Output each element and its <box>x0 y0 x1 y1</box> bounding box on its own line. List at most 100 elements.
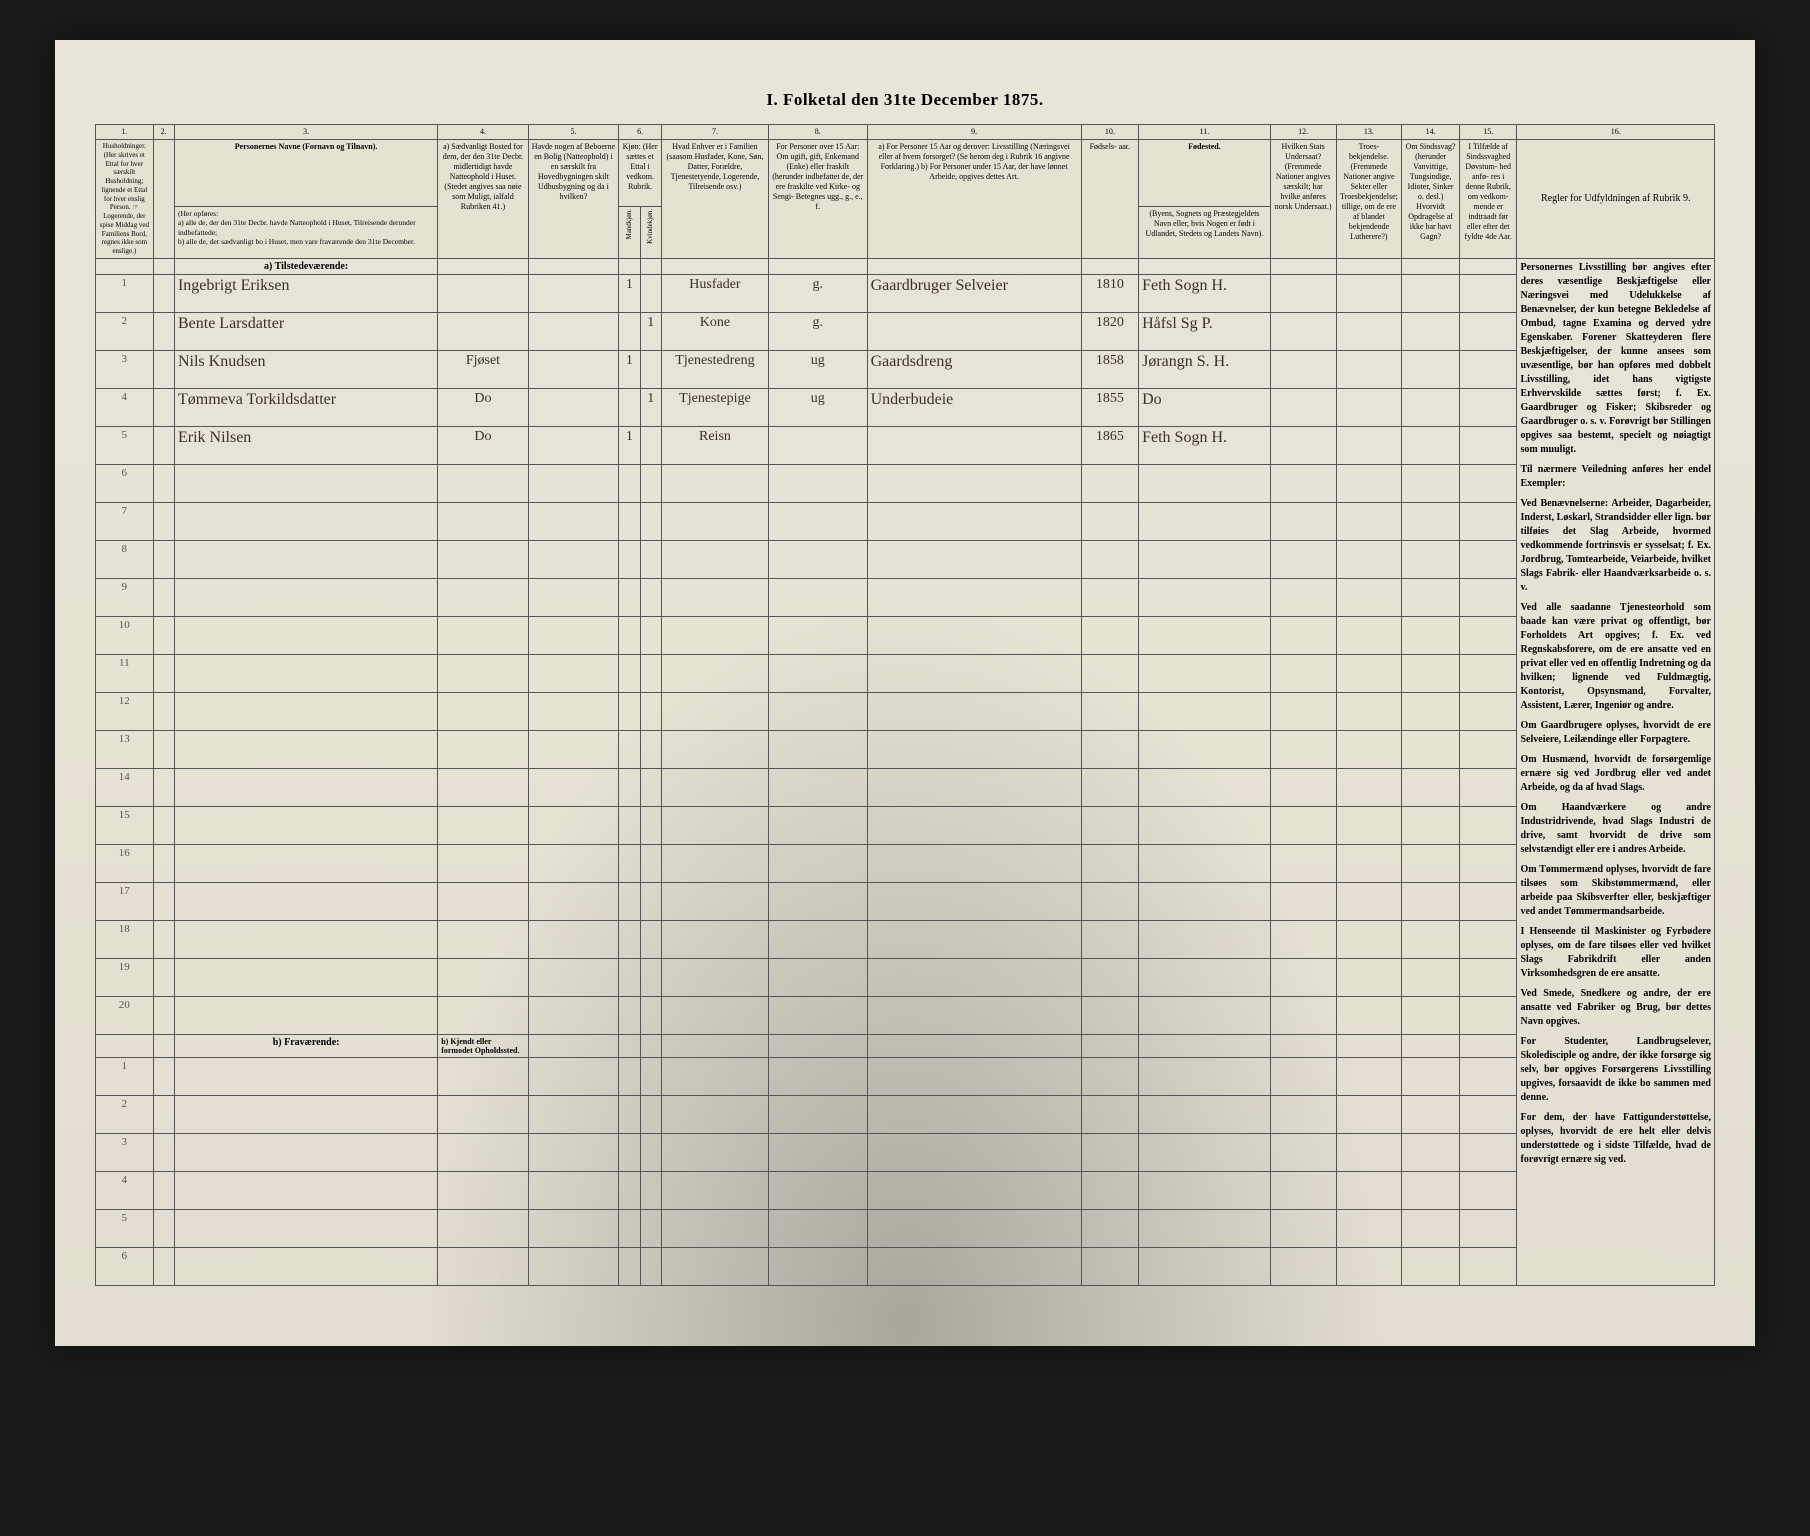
cell-empty <box>1081 654 1139 692</box>
cell-empty <box>640 844 661 882</box>
cell-empty <box>1139 1247 1271 1285</box>
cell-empty <box>640 768 661 806</box>
cell-empty <box>174 692 437 730</box>
table-row-empty: 14 <box>96 768 1715 806</box>
cell-empty <box>661 882 768 920</box>
table-row-empty: 10 <box>96 616 1715 654</box>
table-row-empty: 16 <box>96 844 1715 882</box>
cell-empty <box>661 996 768 1034</box>
cell-empty <box>867 578 1081 616</box>
cell-empty <box>1270 1247 1336 1285</box>
cell-empty <box>528 996 618 1034</box>
cell-empty <box>1139 1171 1271 1209</box>
cell-col2 <box>153 312 174 350</box>
cell-empty <box>1139 1057 1271 1095</box>
cell-empty <box>1270 730 1336 768</box>
cell-empty <box>1459 996 1517 1034</box>
row-number: 4 <box>96 388 154 426</box>
cell-empty <box>640 1095 661 1133</box>
cell-empty <box>619 1171 640 1209</box>
cell-empty <box>1459 1095 1517 1133</box>
table-row-empty: 20 <box>96 996 1715 1034</box>
cell-empty <box>619 768 640 806</box>
row-number: 2 <box>96 312 154 350</box>
row-number: 15 <box>96 806 154 844</box>
cell-empty <box>661 464 768 502</box>
instruction-paragraph: Om Husmænd, hvorvidt de forsørgemlige er… <box>1520 753 1711 795</box>
cell-empty <box>867 844 1081 882</box>
cell-empty <box>640 1171 661 1209</box>
cell-empty <box>1336 882 1402 920</box>
cell-col13 <box>1336 426 1402 464</box>
cell-empty <box>1336 844 1402 882</box>
cell-empty <box>768 1247 867 1285</box>
cell-empty <box>1139 768 1271 806</box>
cell-relation: Tjenestepige <box>661 388 768 426</box>
cell-empty <box>1402 1133 1460 1171</box>
cell-empty <box>1336 1171 1402 1209</box>
cell-empty <box>867 1209 1081 1247</box>
cell-empty <box>1402 996 1460 1034</box>
row-number: 13 <box>96 730 154 768</box>
cell-empty <box>1270 768 1336 806</box>
row-number: 4 <box>96 1171 154 1209</box>
col-head-12: Hvilken Stats Undersaat? (Fremmede Natio… <box>1270 140 1336 259</box>
cell-empty <box>1139 578 1271 616</box>
cell-empty <box>528 920 618 958</box>
cell-empty <box>1402 540 1460 578</box>
cell-empty <box>1270 616 1336 654</box>
row-number: 1 <box>96 274 154 312</box>
cell-empty <box>174 768 437 806</box>
cell-civil <box>768 426 867 464</box>
cell-birthyear: 1810 <box>1081 274 1139 312</box>
cell-empty <box>438 464 528 502</box>
cell-col15 <box>1459 350 1517 388</box>
cell-empty <box>528 464 618 502</box>
cell-empty <box>867 502 1081 540</box>
cell-empty <box>1402 578 1460 616</box>
cell-empty <box>661 540 768 578</box>
cell-empty <box>438 654 528 692</box>
cell-empty <box>640 1247 661 1285</box>
instruction-paragraph: Ved Benævnelserne: Arbeider, Dagarbeider… <box>1520 497 1711 595</box>
cell-empty <box>768 540 867 578</box>
cell-empty <box>1139 806 1271 844</box>
cell-empty <box>1459 654 1517 692</box>
col-num-4: 4. <box>438 125 528 140</box>
cell-birthyear: 1820 <box>1081 312 1139 350</box>
cell-empty <box>1402 806 1460 844</box>
cell-empty <box>438 730 528 768</box>
cell-empty <box>867 540 1081 578</box>
table-row: 4Tømmeva TorkildsdatterDo1Tjenestepigeug… <box>96 388 1715 426</box>
cell-empty <box>153 502 174 540</box>
cell-empty <box>619 1247 640 1285</box>
cell-empty <box>528 958 618 996</box>
cell-birthyear: 1858 <box>1081 350 1139 388</box>
cell-empty <box>438 806 528 844</box>
cell-empty <box>1081 1247 1139 1285</box>
cell-name: Nils Knudsen <box>174 350 437 388</box>
cell <box>1402 1034 1460 1057</box>
cell-empty <box>153 882 174 920</box>
page-title: I. Folketal den 31te December 1875. <box>95 90 1715 110</box>
cell-empty <box>1459 1209 1517 1247</box>
row-number: 6 <box>96 464 154 502</box>
cell-name: Tømmeva Torkildsdatter <box>174 388 437 426</box>
cell-empty <box>174 1095 437 1133</box>
table-row: 3Nils KnudsenFjøset1TjenestedrengugGaard… <box>96 350 1715 388</box>
cell-empty <box>528 578 618 616</box>
cell-col5 <box>528 426 618 464</box>
cell-empty <box>1139 1133 1271 1171</box>
cell-empty <box>619 844 640 882</box>
cell-empty <box>1336 1057 1402 1095</box>
cell-empty <box>1402 920 1460 958</box>
cell-empty <box>867 730 1081 768</box>
cell-empty <box>768 1133 867 1171</box>
col-head-7: Hvad Enhver er i Familien (saasom Husfad… <box>661 140 768 259</box>
cell-empty <box>1081 996 1139 1034</box>
cell-empty <box>867 464 1081 502</box>
col-head-3-title: Personernes Navne (Fornavn og Tilnavn). <box>174 140 437 207</box>
cell-empty <box>1336 654 1402 692</box>
cell-empty <box>867 692 1081 730</box>
cell-empty <box>640 616 661 654</box>
